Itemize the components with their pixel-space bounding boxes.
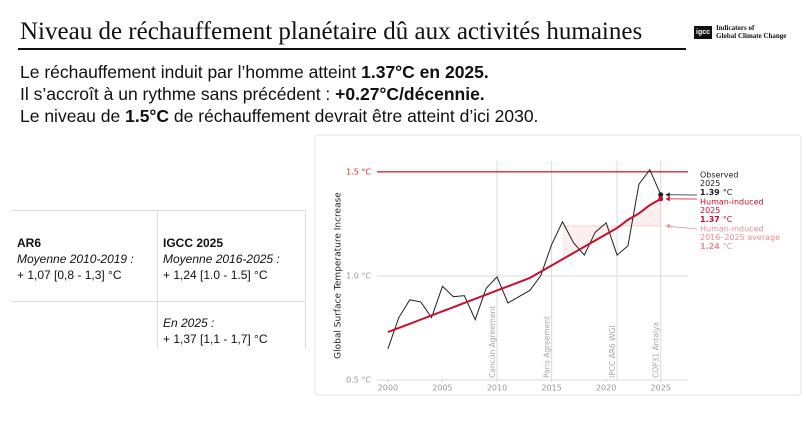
series-line (387, 198, 662, 334)
table-cell: En 2025 : + 1,37 [1,1 - 1,7] °C (158, 311, 305, 351)
row-divider (12, 301, 305, 302)
annotation-number: 1.39 (700, 188, 720, 197)
logo-mark: igcc (694, 25, 713, 39)
annotation-unit: °C (723, 215, 733, 224)
event-label: COP31 Antalya (652, 322, 661, 378)
logo-line: Global Climate Change (716, 32, 787, 40)
annotation-unit: °C (723, 188, 733, 197)
annotation-name: Human-induced (700, 198, 764, 207)
logo: igcc Indicators of Global Climate Change (694, 24, 786, 40)
x-tick-label: 2000 (378, 384, 398, 393)
cell-subtitle: Moyenne 2016-2025 : (163, 252, 280, 266)
cell-heading: AR6 (17, 236, 42, 250)
intro-line: Il s’accroît à un rythme sans précédent … (20, 83, 538, 105)
intro: Le réchauffement induit par l’homme atte… (20, 61, 538, 127)
cell-heading: IGCC 2025 (163, 236, 224, 250)
annotation-arrow (665, 225, 698, 230)
event-label: Paris Agreement (543, 316, 552, 378)
annotation-period: 2025 (700, 179, 720, 188)
y-tick-label: 1.0 °C (346, 271, 371, 280)
annotation-unit: °C (723, 242, 733, 251)
chart-panel (314, 134, 802, 396)
title-rule (18, 48, 686, 50)
arrow-head (665, 196, 670, 202)
logo-line: Indicators of (716, 24, 755, 32)
text: de réchauffement devrait être atteint d’… (169, 106, 539, 126)
annotation-period: 2016–2025 average (700, 233, 780, 242)
x-tick-label: 2010 (487, 384, 507, 393)
annotation-name: Observed (700, 171, 739, 180)
end-point (658, 196, 664, 202)
x-tick-label: 2005 (432, 384, 452, 393)
cell-value: + 1,07 [0,8 - 1,3] °C (17, 268, 122, 282)
series-line (387, 168, 662, 349)
cell-subtitle: Moyenne 2010-2019 : (17, 252, 134, 266)
text: Le réchauffement induit par l’homme atte… (20, 62, 362, 82)
text: Le niveau de (20, 106, 126, 126)
y-tick-label: 0.5 °C (346, 376, 371, 385)
logo-text: Indicators of Global Climate Change (716, 24, 786, 40)
cell-value: + 1,37 [1,1 - 1,7] °C (163, 332, 268, 346)
annotation-value: 1.24 °C (700, 242, 733, 251)
page-title: Niveau de réchauffement planétaire dû au… (20, 18, 643, 45)
annotation-period: 2025 (700, 206, 720, 215)
annotation-value: 1.37 °C (700, 215, 733, 224)
arrow-head (665, 192, 670, 198)
highlight: 1.5°C (125, 106, 170, 126)
annotation-number: 1.24 (700, 242, 720, 251)
annotation-name: Human-induced (700, 225, 764, 234)
end-point (658, 192, 664, 198)
annotation-value: 1.39 °C (700, 188, 733, 197)
x-tick-label: 2015 (541, 384, 561, 393)
highlight: 1.37°C en 2025. (361, 62, 489, 82)
arrow-head (665, 223, 670, 229)
x-tick-label: 2025 (651, 384, 671, 393)
intro-line: Le réchauffement induit par l’homme atte… (20, 61, 538, 83)
annotation-number: 1.37 (700, 215, 720, 224)
intro-line: Le niveau de 1.5°C de réchauffement devr… (20, 105, 538, 127)
cell-subtitle: En 2025 : (163, 316, 215, 330)
highlight: +0.27°C/décennie. (335, 84, 485, 104)
x-tick-label: 2020 (596, 384, 616, 393)
event-label: Cancún Agreement (488, 306, 497, 378)
table-cell: IGCC 2025 Moyenne 2016-2025 : + 1,24 [1.… (158, 211, 305, 287)
text: Il s’accroît à un rythme sans précédent … (20, 84, 336, 104)
comparison-table: AR6 Moyenne 2010-2019 : + 1,07 [0,8 - 1,… (12, 210, 306, 349)
col-divider (157, 211, 158, 349)
event-label: IPCC AR6 WGI (608, 325, 617, 378)
table-cell: AR6 Moyenne 2010-2019 : + 1,07 [0,8 - 1,… (12, 211, 157, 287)
y-tick-label: 1.5 °C (346, 167, 371, 176)
cell-value: + 1,24 [1.0 - 1.5] °C (163, 268, 268, 282)
y-axis-label: Global Surface Temperature Increase (334, 192, 344, 359)
